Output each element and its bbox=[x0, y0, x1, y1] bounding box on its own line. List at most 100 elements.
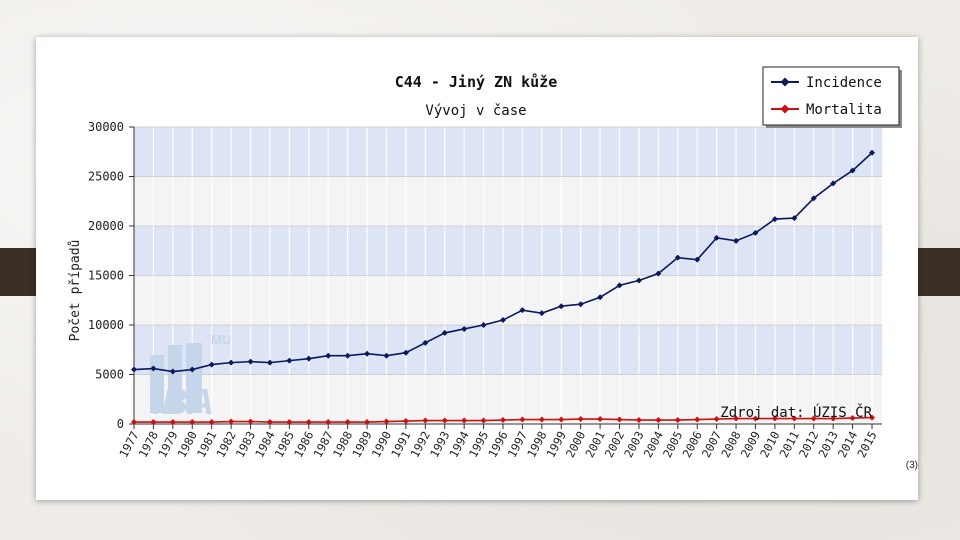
y-axis-label: Počet případů bbox=[68, 240, 83, 342]
data-point-mortalita bbox=[752, 415, 759, 422]
data-point-incidence bbox=[674, 254, 681, 261]
watermark-bar bbox=[168, 345, 182, 413]
data-point-mortalita bbox=[519, 416, 526, 423]
data-point-incidence bbox=[616, 282, 623, 289]
data-point-mortalita bbox=[402, 418, 409, 425]
grid-band bbox=[134, 226, 882, 276]
data-point-incidence bbox=[169, 368, 176, 375]
chart-axes bbox=[129, 126, 882, 429]
data-point-incidence bbox=[752, 229, 759, 236]
data-point-incidence bbox=[849, 167, 856, 174]
data-point-mortalita bbox=[538, 416, 545, 423]
data-point-mortalita bbox=[713, 416, 720, 423]
data-point-incidence bbox=[305, 355, 312, 362]
grid-band bbox=[134, 176, 882, 226]
data-point-mortalita bbox=[441, 417, 448, 424]
legend-box bbox=[762, 66, 900, 126]
data-point-mortalita bbox=[558, 416, 565, 423]
data-point-mortalita bbox=[228, 418, 235, 425]
data-point-incidence bbox=[733, 237, 740, 244]
watermark-iba-text: IBA bbox=[152, 381, 214, 422]
data-point-incidence bbox=[247, 358, 254, 365]
data-point-incidence bbox=[558, 303, 565, 310]
data-point-incidence bbox=[810, 195, 817, 202]
data-point-incidence bbox=[131, 366, 137, 373]
data-point-incidence bbox=[402, 349, 409, 356]
watermark-mu-text: MU bbox=[211, 332, 231, 347]
watermark-bar bbox=[186, 343, 202, 413]
data-point-mortalita bbox=[733, 415, 740, 422]
data-point-incidence bbox=[228, 359, 235, 366]
chart-series bbox=[131, 149, 875, 426]
data-point-mortalita bbox=[422, 417, 429, 424]
grid-band bbox=[134, 374, 882, 424]
chart-frame: MU IBA 0 5000 10000 15000 20000 25000 30000 1977… bbox=[36, 37, 918, 500]
chart-legend: Incidence Mortalita bbox=[762, 66, 902, 128]
data-point-mortalita bbox=[169, 419, 176, 426]
source-annotation: Zdroj dat: ÚZIS ČR bbox=[720, 403, 872, 421]
data-point-mortalita bbox=[461, 417, 468, 424]
data-point-mortalita bbox=[577, 416, 584, 423]
data-point-mortalita bbox=[869, 414, 875, 421]
data-point-mortalita bbox=[674, 417, 681, 424]
data-point-incidence bbox=[150, 365, 157, 372]
data-point-mortalita bbox=[810, 415, 817, 422]
data-point-mortalita bbox=[364, 419, 371, 426]
data-point-mortalita bbox=[383, 418, 390, 425]
legend-label-incidence: Incidence bbox=[806, 75, 882, 91]
data-point-incidence bbox=[694, 256, 701, 263]
grid-band bbox=[134, 127, 882, 177]
data-point-incidence bbox=[344, 352, 351, 359]
data-point-incidence bbox=[266, 359, 273, 366]
data-point-incidence bbox=[500, 317, 506, 324]
y-tick-label: 25000 bbox=[88, 170, 124, 184]
data-point-mortalita bbox=[694, 416, 701, 423]
y-tick-label: 5000 bbox=[95, 368, 124, 382]
data-point-mortalita bbox=[635, 417, 642, 424]
data-point-incidence bbox=[422, 339, 429, 346]
reference-note: (3) bbox=[905, 460, 918, 471]
data-point-incidence bbox=[189, 366, 196, 373]
data-point-mortalita bbox=[266, 419, 273, 426]
grid-band bbox=[134, 325, 882, 375]
data-point-mortalita bbox=[655, 417, 662, 424]
data-point-mortalita bbox=[305, 419, 312, 426]
data-point-incidence bbox=[713, 234, 720, 241]
data-point-incidence bbox=[208, 361, 215, 368]
data-point-mortalita bbox=[325, 419, 332, 426]
data-point-mortalita bbox=[791, 415, 798, 422]
data-point-mortalita bbox=[131, 419, 137, 426]
data-point-incidence bbox=[480, 322, 487, 328]
data-point-incidence bbox=[597, 294, 604, 301]
data-point-incidence bbox=[577, 301, 584, 308]
chart-panel: MU IBA 0 5000 10000 15000 20000 25000 30000 1977… bbox=[46, 47, 908, 490]
data-point-mortalita bbox=[150, 419, 157, 426]
y-tick-label: 10000 bbox=[88, 318, 124, 332]
data-point-incidence bbox=[383, 352, 390, 359]
data-point-incidence bbox=[519, 307, 526, 314]
data-point-mortalita bbox=[597, 416, 604, 423]
data-point-mortalita bbox=[344, 419, 351, 426]
data-point-incidence bbox=[830, 180, 837, 187]
data-point-mortalita bbox=[500, 417, 506, 424]
data-point-mortalita bbox=[849, 415, 856, 422]
data-point-mortalita bbox=[830, 415, 837, 422]
y-tick-label: 0 bbox=[117, 417, 124, 431]
chart-subtitle: Vývoj v čase bbox=[425, 103, 526, 119]
data-point-incidence bbox=[325, 352, 332, 359]
y-tick-label: 15000 bbox=[88, 269, 124, 283]
data-point-mortalita bbox=[189, 419, 196, 426]
data-point-mortalita bbox=[480, 417, 487, 424]
data-point-incidence bbox=[791, 215, 798, 222]
y-tick-label: 20000 bbox=[88, 219, 124, 233]
data-point-incidence bbox=[538, 310, 545, 317]
chart-background-bands bbox=[134, 127, 882, 424]
data-point-incidence bbox=[461, 325, 468, 332]
data-point-incidence bbox=[441, 329, 448, 336]
data-point-mortalita bbox=[208, 419, 215, 426]
legend-marker bbox=[780, 104, 790, 114]
chart-title: C44 - Jiný ZN kůže bbox=[395, 73, 558, 91]
data-point-incidence bbox=[286, 357, 293, 364]
data-point-incidence bbox=[655, 270, 662, 277]
